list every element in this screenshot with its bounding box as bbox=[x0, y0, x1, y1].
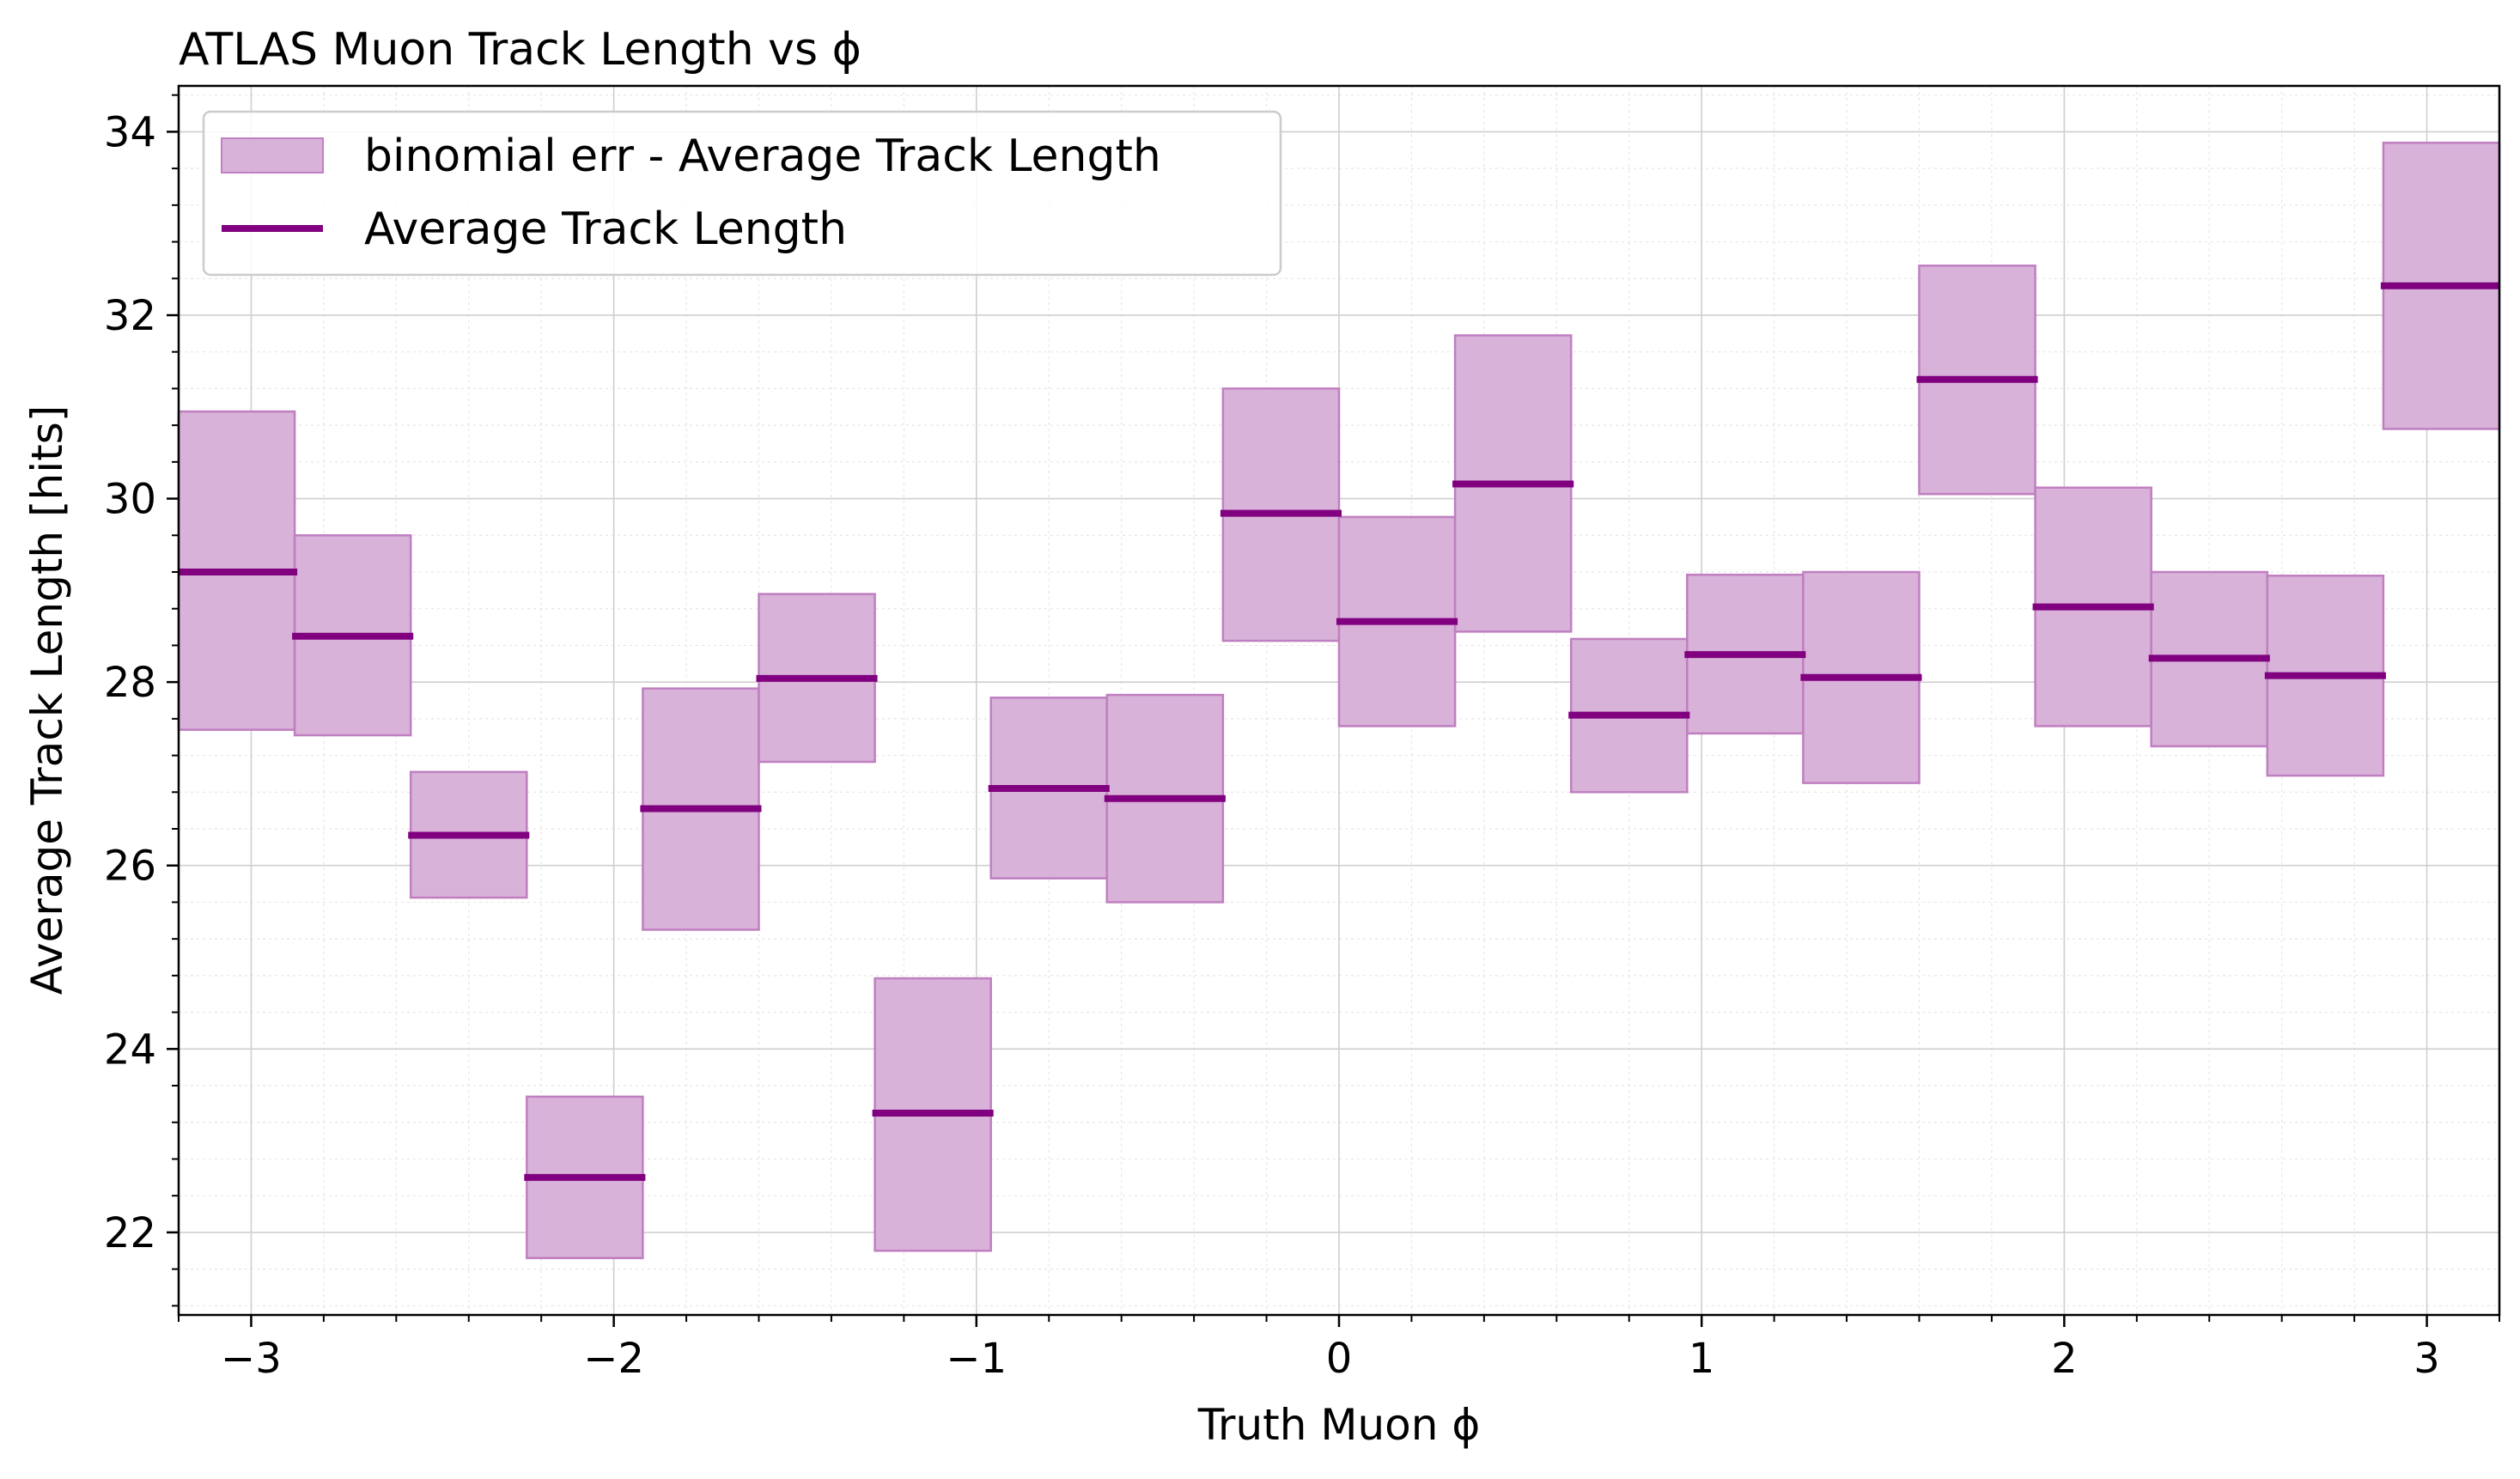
legend-label-band: binomial err - Average Track Length bbox=[364, 131, 1161, 182]
x-tick-label: 2 bbox=[2051, 1335, 2078, 1383]
y-tick-label: 30 bbox=[104, 476, 156, 524]
y-tick-label: 28 bbox=[104, 659, 156, 707]
chart-title: ATLAS Muon Track Length vs ϕ bbox=[179, 24, 861, 76]
legend-frame bbox=[202, 110, 1282, 277]
y-axis-label: Average Track Length [hits] bbox=[22, 405, 72, 995]
y-tick-label: 22 bbox=[104, 1209, 156, 1257]
average-lines bbox=[179, 282, 2499, 1181]
x-tick-label: 0 bbox=[1326, 1335, 1353, 1383]
x-tick-label: −2 bbox=[583, 1335, 644, 1383]
x-tick-label: −1 bbox=[946, 1335, 1007, 1383]
y-tick-label: 26 bbox=[104, 843, 156, 891]
y-tick-label: 32 bbox=[104, 292, 156, 340]
legend-label-line: Average Track Length bbox=[364, 204, 847, 255]
x-axis-ticks: −3 −2 −1 0 1 2 3 bbox=[178, 1315, 2500, 1383]
legend-swatch-band bbox=[221, 137, 324, 173]
x-tick-label: 3 bbox=[2413, 1335, 2440, 1383]
x-axis-label: Truth Muon ϕ bbox=[1197, 1400, 1481, 1450]
x-tick-label: −3 bbox=[221, 1335, 282, 1383]
y-axis-ticks: 22 24 26 28 30 32 34 bbox=[104, 94, 179, 1307]
x-tick-label: 1 bbox=[1689, 1335, 1715, 1383]
y-tick-label: 24 bbox=[104, 1026, 156, 1074]
y-tick-label: 34 bbox=[104, 108, 156, 156]
legend: binomial err - Average Track Length Aver… bbox=[202, 110, 1282, 277]
